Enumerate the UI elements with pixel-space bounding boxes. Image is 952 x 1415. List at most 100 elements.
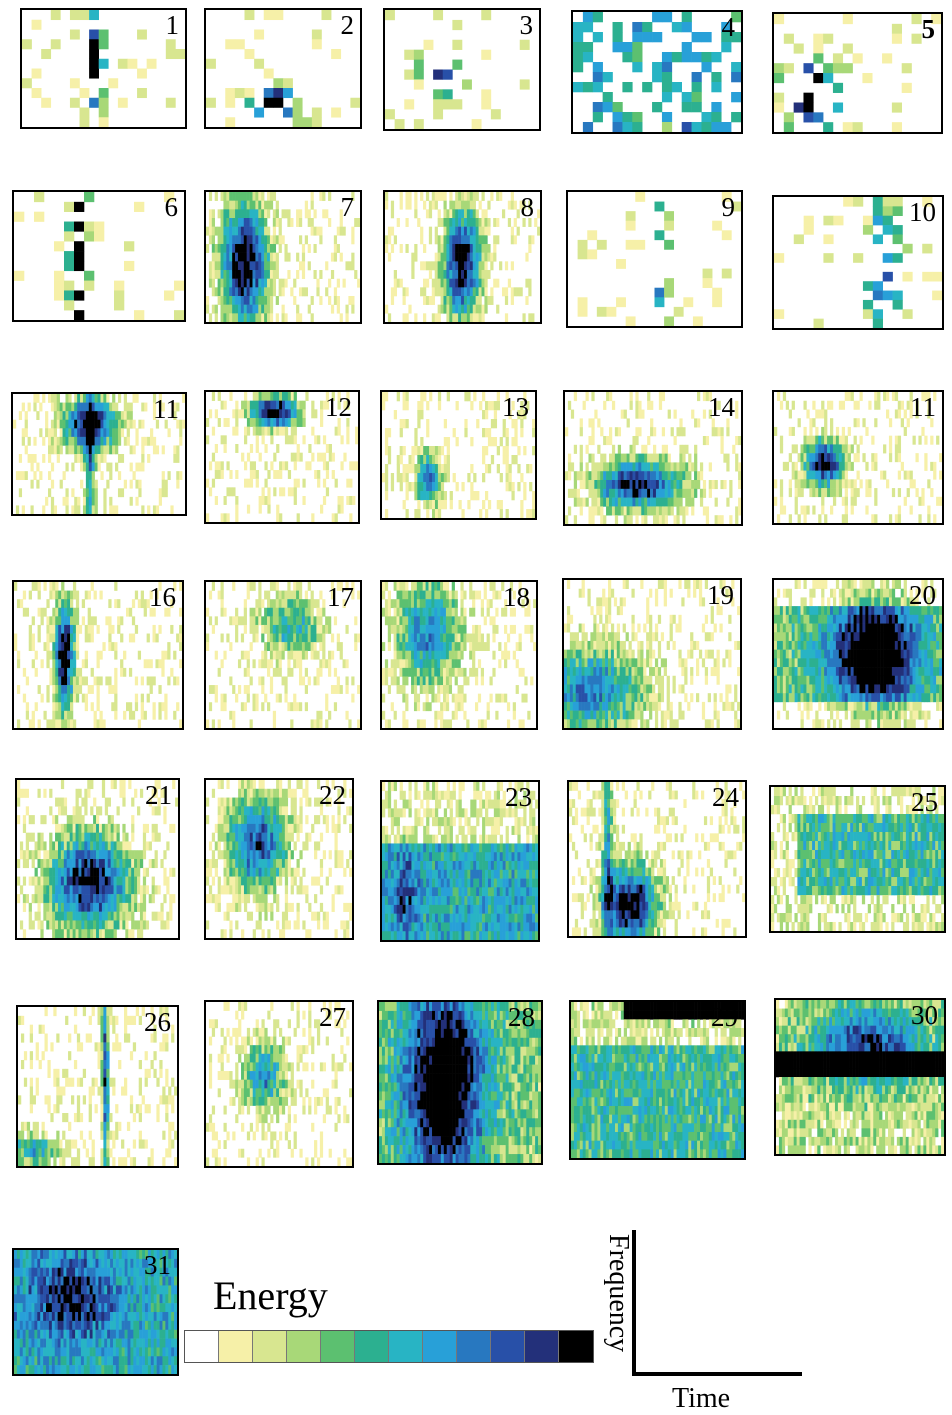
spectrogram-heatmap xyxy=(206,780,352,938)
panel-number: 14 xyxy=(708,392,735,422)
panel-number: 18 xyxy=(503,582,530,612)
spectrogram-heatmap xyxy=(206,392,358,522)
spectrogram-heatmap xyxy=(379,1002,541,1163)
spectrogram-panel: 27 xyxy=(204,1000,354,1168)
spectrogram-heatmap xyxy=(382,782,538,940)
spectrogram-panel: 24 xyxy=(567,780,747,938)
spectrogram-panel: 12 xyxy=(204,390,360,524)
colorbar-swatch xyxy=(287,1331,321,1362)
energy-colorbar xyxy=(184,1330,594,1363)
spectrogram-panel: 9 xyxy=(566,190,743,328)
panel-number: 19 xyxy=(707,580,734,610)
spectrogram-heatmap xyxy=(565,392,741,524)
panel-number: 1 xyxy=(165,10,180,40)
panel-number: 26 xyxy=(144,1007,171,1037)
time-axis-label: Time xyxy=(672,1383,731,1414)
spectrogram-panel: 25 xyxy=(769,785,946,933)
spectrogram-heatmap xyxy=(206,1002,352,1166)
spectrogram-panel: 4 xyxy=(571,10,743,134)
panel-number: 3 xyxy=(519,10,534,40)
spectrogram-panel: 7 xyxy=(204,190,362,324)
spectrogram-panel: 3 xyxy=(383,8,541,131)
spectrogram-heatmap xyxy=(771,787,944,931)
spectrogram-heatmap xyxy=(14,192,184,320)
spectrogram-heatmap xyxy=(17,780,178,938)
spectrogram-heatmap xyxy=(14,1250,177,1374)
panel-number: 6 xyxy=(164,192,179,222)
colorbar-swatch xyxy=(253,1331,287,1362)
panel-number: 22 xyxy=(319,780,346,810)
spectrogram-panel: 17 xyxy=(204,580,362,730)
spectrogram-panel: 26 xyxy=(16,1005,179,1168)
panel-number: 28 xyxy=(508,1002,535,1032)
spectrogram-heatmap xyxy=(382,392,535,518)
panel-number: 21 xyxy=(145,780,172,810)
spectrogram-heatmap xyxy=(13,394,185,514)
spectrogram-heatmap xyxy=(573,12,741,132)
spectrogram-panel: 31 xyxy=(12,1248,179,1376)
frequency-axis-label: Frequency xyxy=(603,1234,634,1353)
panel-number: 31 xyxy=(144,1250,171,1280)
spectrogram-panel: 6 xyxy=(12,190,186,322)
panel-number: 27 xyxy=(319,1002,346,1032)
spectrogram-panel: 5 xyxy=(772,12,943,134)
panel-number: 11 xyxy=(910,392,936,422)
panel-number: 12 xyxy=(325,392,352,422)
panel-number: 2 xyxy=(340,10,355,40)
frequency-axis-line xyxy=(632,1230,636,1376)
panel-number: 24 xyxy=(712,782,739,812)
spectrogram-heatmap xyxy=(22,10,185,127)
panel-number: 7 xyxy=(340,192,355,222)
panel-number: 17 xyxy=(327,582,354,612)
spectrogram-heatmap xyxy=(385,192,540,322)
panel-number: 4 xyxy=(721,12,736,42)
panel-number: 20 xyxy=(909,580,936,610)
colorbar-swatch xyxy=(423,1331,457,1362)
panel-number: 25 xyxy=(911,787,938,817)
panel-number: 10 xyxy=(909,197,936,227)
spectrogram-heatmap xyxy=(385,10,530,129)
panel-number: 30 xyxy=(911,1000,938,1030)
spectrogram-panel: 21 xyxy=(15,778,180,940)
panel-number: 16 xyxy=(149,582,176,612)
energy-label: Energy xyxy=(213,1273,328,1318)
time-axis-line xyxy=(632,1372,802,1376)
spectrogram-heatmap xyxy=(382,582,536,728)
spectrogram-heatmap xyxy=(577,192,741,326)
colorbar-swatch xyxy=(491,1331,525,1362)
spectrogram-heatmap xyxy=(206,192,360,322)
spectrogram-panel: 11 xyxy=(11,392,187,516)
spectrogram-panel: 19 xyxy=(562,578,742,730)
spectrogram-panel: 2 xyxy=(204,8,362,129)
colorbar-swatch xyxy=(457,1331,491,1362)
spectrogram-panel: 16 xyxy=(12,580,184,730)
colorbar-swatch xyxy=(525,1331,559,1362)
spectrogram-heatmap xyxy=(774,580,942,728)
spectrogram-heatmap xyxy=(18,1007,177,1166)
spectrogram-panel: 22 xyxy=(204,778,354,940)
spectrogram-panel: 1 xyxy=(20,8,187,129)
colorbar-swatch xyxy=(559,1331,593,1362)
panel-number: 9 xyxy=(721,192,736,222)
panel-number: 23 xyxy=(505,782,532,812)
colorbar-swatch xyxy=(185,1331,219,1362)
colorbar-swatch xyxy=(389,1331,423,1362)
spectrogram-panel: 23 xyxy=(380,780,540,942)
spectrogram-heatmap xyxy=(571,1002,744,1158)
panel-number: 5 xyxy=(921,14,936,44)
spectrogram-panel: 10 xyxy=(772,195,944,330)
spectrogram-heatmap xyxy=(774,197,942,328)
colorbar-swatch xyxy=(219,1331,253,1362)
spectrogram-panel: 13 xyxy=(380,390,537,520)
spectrogram-heatmap xyxy=(776,1000,944,1154)
colorbar-swatch xyxy=(355,1331,389,1362)
spectrogram-heatmap xyxy=(569,782,745,936)
spectrogram-heatmap xyxy=(774,392,942,523)
spectrogram-panel: 28 xyxy=(377,1000,543,1165)
spectrogram-panel: 20 xyxy=(772,578,944,730)
spectrogram-heatmap xyxy=(206,10,360,127)
spectrogram-panel: 8 xyxy=(383,190,542,324)
spectrogram-panel: 30 xyxy=(774,998,946,1156)
spectrogram-heatmap xyxy=(564,580,740,728)
spectrogram-panel: 14 xyxy=(563,390,743,526)
